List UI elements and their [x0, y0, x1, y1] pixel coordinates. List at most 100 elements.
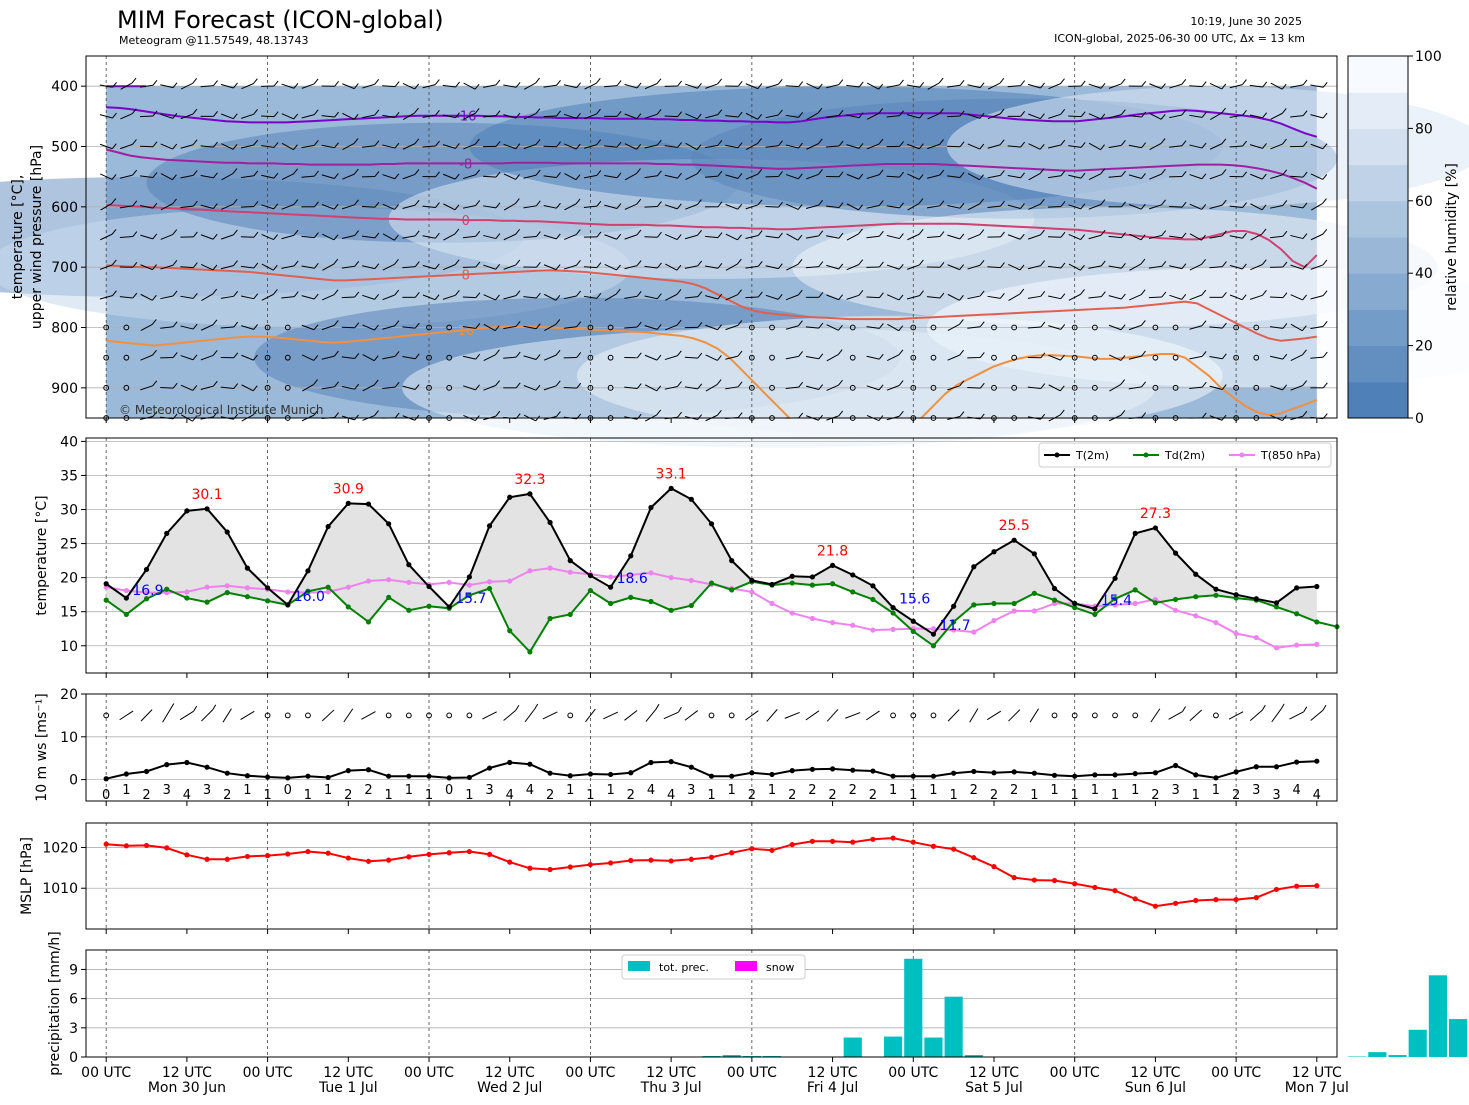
wind-barb-flag [393, 234, 399, 241]
wind-barb-flag [576, 382, 582, 389]
wind-barb [443, 233, 456, 241]
wind-barb-flag [334, 381, 339, 388]
calm-wind-marker [284, 712, 291, 719]
wind-barb [826, 384, 839, 391]
wind-barb [886, 234, 900, 240]
calm-wind-marker [930, 324, 937, 331]
wind-barb [1109, 384, 1121, 392]
wind-barb [503, 114, 517, 119]
wind-barb-flag [1039, 144, 1045, 150]
surface-wind-barb [1008, 709, 1021, 722]
surface-wind-barb [603, 711, 619, 720]
wind-barb-flag [677, 142, 682, 148]
mslp-point [648, 857, 654, 863]
precip-bar [884, 1036, 903, 1057]
wind-barb-flag [717, 201, 723, 208]
calm-wind-marker [446, 712, 453, 719]
wind-barb-flag [1120, 109, 1126, 115]
wind-barb-flag [233, 321, 239, 328]
wind-barb [765, 145, 779, 148]
wind-barb [1068, 204, 1082, 210]
wind-barb-flag [1019, 288, 1025, 295]
wind-barb-flag [112, 81, 117, 88]
wind-barb-flag [797, 204, 803, 210]
wind-barb-flag [536, 261, 541, 268]
calm-wind-marker [264, 354, 271, 361]
wind-barb-flag [213, 111, 218, 117]
mslp-point [668, 858, 674, 864]
wind-barb [180, 355, 194, 361]
wind-barb-flag [1060, 109, 1066, 115]
wind-barb-flag [192, 170, 198, 176]
wind-barb [483, 294, 496, 301]
wind-barb-flag [777, 78, 783, 85]
wind-speed-value: 1 [929, 783, 937, 798]
mslp-point [729, 850, 735, 856]
max-temp-label: 30.9 [333, 481, 364, 497]
legend-marker [1239, 452, 1245, 458]
surface-wind-barb [179, 710, 194, 721]
wind-speed-value: 1 [1192, 788, 1200, 803]
wind-speed-value: 2 [788, 788, 796, 803]
wind-barb-flag [253, 139, 259, 146]
wind-barb [1148, 296, 1162, 299]
wind-barb-flag [1060, 354, 1065, 361]
wind-barb-flag [192, 293, 198, 299]
wind-barb-flag [717, 170, 723, 177]
min-temp-label: 15.4 [1101, 593, 1132, 609]
wind-barb [463, 385, 476, 391]
t2m-point [527, 491, 533, 497]
surface-wind-barb [624, 710, 638, 721]
calm-wind-marker [405, 712, 412, 719]
mslp-point [406, 854, 412, 860]
wind-barb [705, 114, 718, 119]
wind-barb-flag [1282, 169, 1288, 176]
calm-wind-marker [910, 712, 917, 719]
wind-barb [1048, 295, 1061, 300]
wind-barb [886, 205, 900, 209]
wind-barb-flag [737, 320, 743, 326]
wind-barb-flag [615, 288, 621, 295]
wind-barb [422, 84, 436, 89]
day-label: Fri 4 Jul [807, 1080, 858, 1096]
wind-barb [563, 264, 577, 270]
t2m-point [1233, 592, 1239, 598]
wind-barb [462, 204, 476, 209]
wind-barb-flag [1059, 409, 1065, 416]
wind-barb [1169, 205, 1183, 208]
wind-barb [584, 82, 597, 90]
surface-wind-barb [663, 711, 679, 720]
wind-barb-flag [1060, 231, 1066, 238]
wind-speed-value: 1 [586, 788, 594, 803]
wind-barb-flag [132, 139, 137, 145]
wind-barb-flag [1020, 203, 1025, 209]
t2m-point [769, 581, 775, 588]
wind-speed-value: 4 [506, 788, 514, 803]
t2m-point [1314, 583, 1320, 590]
wind-speed-point [365, 767, 372, 773]
wind-barb-flag [697, 199, 702, 205]
wind-barb-flag [1282, 323, 1288, 329]
wind-barb-flag [798, 112, 804, 118]
wind-barb [160, 143, 173, 150]
wind-barb [382, 203, 395, 210]
max-temp-label: 25.5 [999, 518, 1030, 534]
wind-barb-flag [232, 229, 238, 236]
wind-barb [1269, 296, 1283, 299]
wind-barb-flag [232, 198, 238, 205]
wind-barb [563, 113, 577, 119]
wind-barb [362, 265, 375, 270]
wind-barb [725, 204, 738, 210]
wind-barb-flag [1221, 138, 1227, 145]
wind-barb-flag [435, 110, 440, 116]
wind-barb-flag [858, 173, 864, 180]
wind-barb-flag [1222, 322, 1227, 329]
t850-point [668, 575, 674, 581]
wind-barb-flag [798, 351, 803, 357]
wind-barb-flag [939, 261, 945, 268]
wind-barb-flag [818, 230, 824, 237]
wind-speed-value: 1 [707, 788, 715, 803]
wind-speed-point [164, 762, 170, 768]
wind-barb [1048, 354, 1061, 361]
wind-speed-value: 2 [849, 783, 857, 798]
